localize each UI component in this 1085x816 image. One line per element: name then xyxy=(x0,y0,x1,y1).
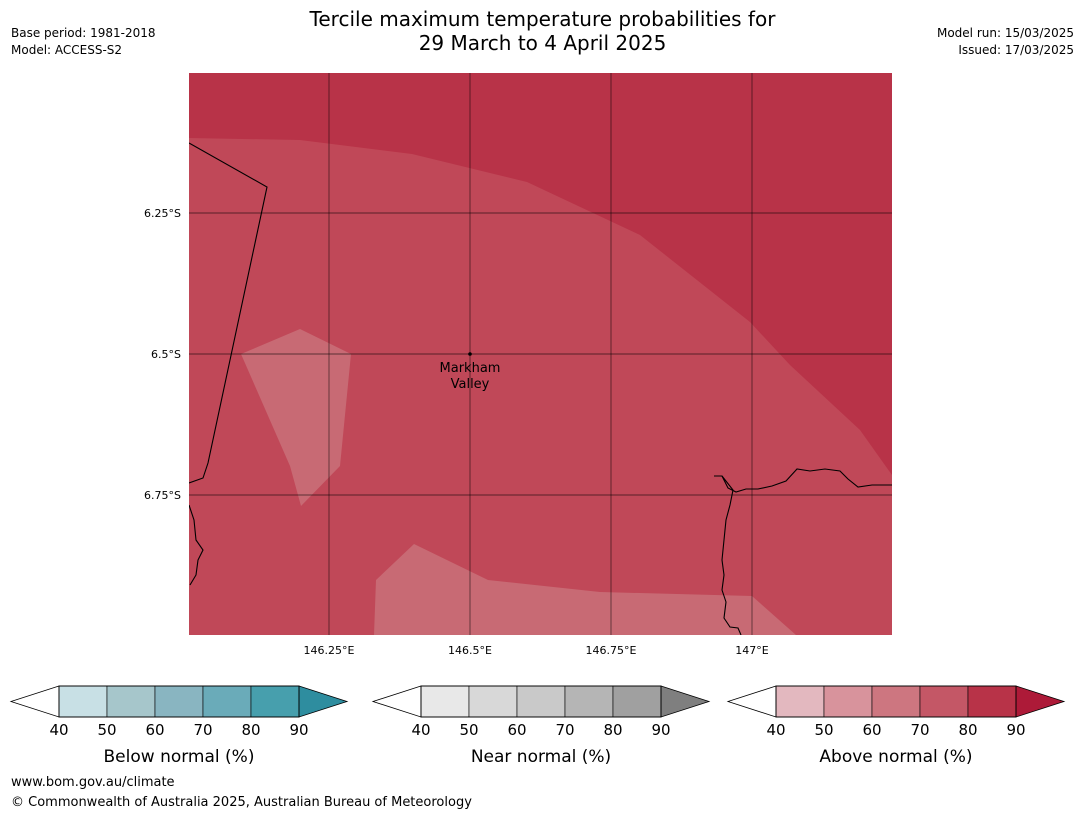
location-label-line-2: Valley xyxy=(451,377,490,392)
footer: www.bom.gov.au/climate © Commonwealth of… xyxy=(11,773,472,813)
colorbar-segment xyxy=(823,685,873,718)
coastline-east xyxy=(714,468,892,493)
colorbar-tick-label: 70 xyxy=(193,721,212,739)
zone-above-60-70-west xyxy=(241,329,351,506)
website-link[interactable]: www.bom.gov.au/climate xyxy=(11,775,175,790)
colorbar-outline xyxy=(58,685,300,718)
title-line-2: 29 March to 4 April 2025 xyxy=(418,31,667,55)
coastline xyxy=(189,142,892,635)
border-line-west xyxy=(189,142,268,484)
graticule xyxy=(189,73,892,635)
colorbar-segment xyxy=(106,685,156,718)
colorbar-segment xyxy=(250,685,300,718)
longitude-tick-label: 147°E xyxy=(735,644,768,657)
colorbar-tick-label: 60 xyxy=(145,721,164,739)
right-metadata: Model run: 15/03/2025 Issued: 17/03/2025 xyxy=(937,25,1074,59)
colorbar-segment xyxy=(612,685,662,718)
base-period-text: Base period: 1981-2018 xyxy=(11,26,156,40)
longitude-labels: 146.25°E 146.5°E 146.75°E 147°E xyxy=(304,644,769,657)
colorbar-segment xyxy=(775,685,825,718)
colorbar-tick-label: 80 xyxy=(241,721,260,739)
colorbar-segment xyxy=(967,685,1017,718)
colorbar-tick-label: 50 xyxy=(459,721,478,739)
left-metadata: Base period: 1981-2018 Model: ACCESS-S2 xyxy=(11,25,156,59)
location-label-line-1: Markham xyxy=(440,361,501,376)
colorbar: 40 50 60 70 80 90 Above normal (%) xyxy=(726,685,1066,767)
probability-field xyxy=(189,73,892,635)
model-text: Model: ACCESS-S2 xyxy=(11,43,123,57)
colorbar: 40 50 60 70 80 90 Near normal (%) xyxy=(371,685,711,767)
colorbar: 40 50 60 70 80 90 Below normal (%) xyxy=(9,685,349,767)
latitude-labels: 6.25°S 6.5°S 6.75°S xyxy=(144,207,181,502)
longitude-tick-label: 146.25°E xyxy=(304,644,355,657)
colorbar-segment xyxy=(58,685,108,718)
issued-text: Issued: 17/03/2025 xyxy=(958,43,1074,57)
location-marker: Markham Valley xyxy=(440,352,501,392)
colorbar-segment xyxy=(154,685,204,718)
colorbar-tick-label: 90 xyxy=(651,721,670,739)
longitude-tick-label: 146.75°E xyxy=(586,644,637,657)
colorbar-lower-arrow xyxy=(9,685,60,718)
colorbar-tick-label: 70 xyxy=(910,721,929,739)
title-line-1: Tercile maximum temperature probabilitie… xyxy=(309,7,776,31)
colorbar-tick-label: 40 xyxy=(766,721,785,739)
map-title: Tercile maximum temperature probabilitie… xyxy=(200,7,885,55)
coastline-southwest xyxy=(189,504,204,586)
colorbar-legends: 40 50 60 70 80 90 Below normal (%) 40 50 60 70 80 90… xyxy=(9,685,1066,767)
colorbar-tick-label: 40 xyxy=(411,721,430,739)
colorbar-tick-label: 60 xyxy=(862,721,881,739)
colorbar-tick-label: 50 xyxy=(814,721,833,739)
colorbar-outline xyxy=(775,685,1017,718)
colorbar-segment xyxy=(202,685,252,718)
colorbar-lower-arrow xyxy=(371,685,422,718)
colorbar-tick-label: 70 xyxy=(555,721,574,739)
colorbar-lower-arrow xyxy=(726,685,777,718)
location-dot xyxy=(468,352,472,356)
zone-above-70-80 xyxy=(189,138,892,635)
colorbar-segment xyxy=(516,685,566,718)
colorbar-tick-label: 40 xyxy=(49,721,68,739)
colorbar-tick-label: 90 xyxy=(289,721,308,739)
colorbar-segment xyxy=(871,685,921,718)
colorbar-outline xyxy=(420,685,662,718)
colorbar-title: Above normal (%) xyxy=(819,747,972,767)
coastline-river xyxy=(721,475,742,635)
colorbar-tick-label: 60 xyxy=(507,721,526,739)
latitude-tick-label: 6.25°S xyxy=(144,207,181,220)
colorbar-segment xyxy=(420,685,470,718)
longitude-tick-label: 146.5°E xyxy=(448,644,492,657)
colorbar-title: Near normal (%) xyxy=(471,747,611,767)
zone-above-60-70-south xyxy=(374,544,796,635)
colorbar-segment xyxy=(919,685,969,718)
colorbar-tick-label: 50 xyxy=(97,721,116,739)
colorbar-segment xyxy=(564,685,614,718)
colorbar-title: Below normal (%) xyxy=(104,747,255,767)
colorbar-tick-label: 80 xyxy=(958,721,977,739)
colorbar-upper-arrow xyxy=(660,685,711,718)
colorbar-upper-arrow xyxy=(1015,685,1066,718)
colorbar-segment xyxy=(468,685,518,718)
colorbar-tick-label: 80 xyxy=(603,721,622,739)
latitude-tick-label: 6.75°S xyxy=(144,489,181,502)
colorbar-upper-arrow xyxy=(298,685,349,718)
copyright-text: © Commonwealth of Australia 2025, Austra… xyxy=(11,795,472,810)
latitude-tick-label: 6.5°S xyxy=(151,348,181,361)
colorbar-tick-label: 90 xyxy=(1006,721,1025,739)
model-run-text: Model run: 15/03/2025 xyxy=(936,26,1074,40)
